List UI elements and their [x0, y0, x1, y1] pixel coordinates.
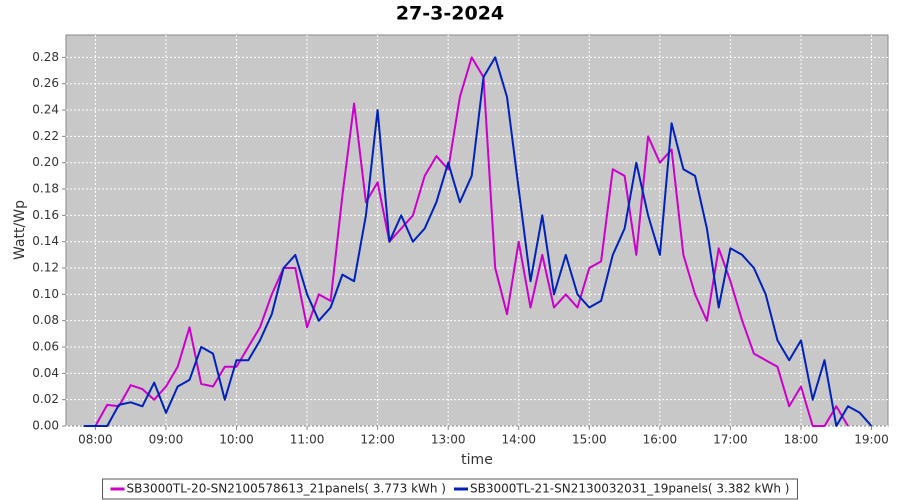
- legend-label: SB3000TL-20-SN2100578613_21panels( 3.773…: [127, 482, 446, 496]
- y-tick-label: 0.24: [32, 103, 59, 117]
- x-tick-label: 19:00: [854, 433, 889, 447]
- y-tick-label: 0.06: [32, 340, 59, 354]
- x-tick-label: 11:00: [290, 433, 325, 447]
- x-tick-label: 15:00: [572, 433, 607, 447]
- y-tick-label: 0.22: [32, 129, 59, 143]
- x-tick-label: 14:00: [501, 433, 536, 447]
- legend-box: [102, 478, 798, 500]
- x-axis-label: time: [461, 452, 493, 468]
- x-tick-label: 08:00: [78, 433, 113, 447]
- plot-area: [65, 34, 889, 427]
- y-tick-label: 0.08: [32, 313, 59, 327]
- x-tick-label: 12:00: [360, 433, 395, 447]
- y-tick-label: 0.00: [32, 419, 59, 433]
- x-tick-label: 10:00: [219, 433, 254, 447]
- x-tick-label: 16:00: [643, 433, 678, 447]
- y-tick-label: 0.14: [32, 234, 59, 248]
- chart-title: 27-3-2024: [396, 3, 504, 25]
- x-tick-label: 18:00: [784, 433, 819, 447]
- y-tick-label: 0.20: [32, 155, 59, 169]
- y-tick-label: 0.16: [32, 208, 59, 222]
- y-tick-label: 0.02: [32, 392, 59, 406]
- y-tick-label: 0.10: [32, 287, 59, 301]
- y-tick-label: 0.18: [32, 182, 59, 196]
- y-tick-label: 0.26: [32, 76, 59, 90]
- legend: SB3000TL-20-SN2100578613_21panels( 3.773…: [102, 478, 798, 500]
- x-tick-label: 09:00: [149, 433, 184, 447]
- y-tick-label: 0.28: [32, 50, 59, 64]
- series-line: [83, 56, 873, 427]
- y-tick-label: 0.12: [32, 261, 59, 275]
- legend-label: SB3000TL-21-SN2130032031_19panels( 3.382…: [470, 482, 789, 496]
- y-tick-label: 0.04: [32, 366, 59, 380]
- series-line: [83, 56, 849, 427]
- y-axis-label: Watt/Wp: [12, 200, 28, 260]
- x-tick-label: 13:00: [431, 433, 466, 447]
- x-tick-label: 17:00: [713, 433, 748, 447]
